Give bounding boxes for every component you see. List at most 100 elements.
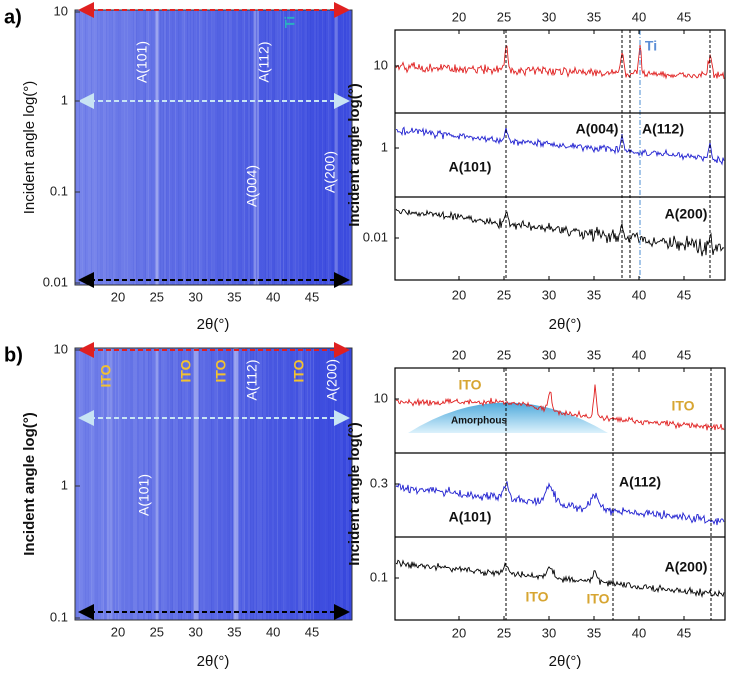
- x-tick-label: 40: [632, 625, 646, 640]
- y-tick-label: 1: [61, 477, 68, 492]
- x-tick-label: 25: [497, 9, 511, 24]
- diffraction-stripe: [107, 348, 113, 620]
- heatmap: [75, 10, 352, 285]
- panel-label: a): [4, 6, 22, 28]
- x-tick-label: 40: [266, 624, 280, 639]
- x-axis-label: 2θ(°): [549, 316, 582, 333]
- diffraction-stripe: [257, 10, 259, 285]
- spectrum-trace: [395, 559, 725, 598]
- y-axis-label: Incident angle log(°): [21, 412, 38, 556]
- x-tick-label: 45: [677, 9, 691, 24]
- peak-annotation: A(112): [244, 360, 260, 401]
- peak-annotation: A(200): [665, 206, 708, 222]
- x-tick-label: 20: [452, 287, 466, 302]
- peak-annotation: A(112): [642, 121, 684, 137]
- x-tick-label: 45: [677, 287, 691, 302]
- x-tick-label: 35: [227, 624, 241, 639]
- x-tick-label: 45: [305, 289, 319, 304]
- x-tick-label: 35: [587, 347, 601, 362]
- peak-annotation: Amorphous: [451, 416, 508, 427]
- x-tick-label: 25: [150, 624, 164, 639]
- peak-annotation: A(101): [136, 474, 152, 516]
- spectrum-trace: [395, 44, 725, 80]
- x-tick-label: 35: [587, 287, 601, 302]
- y-tick-label: 0.3: [370, 475, 388, 490]
- peak-annotation: ITO: [178, 359, 194, 382]
- spectrum-trace: [395, 208, 725, 257]
- y-tick-label: 10: [54, 3, 68, 18]
- peak-annotation: A(101): [449, 159, 492, 175]
- panel-label: b): [4, 344, 23, 366]
- x-axis-label: 2θ(°): [197, 653, 230, 670]
- peak-annotation: ITO: [671, 398, 694, 414]
- x-tick-label: 20: [111, 624, 125, 639]
- peak-annotation: ITO: [213, 359, 229, 382]
- diffraction-stripe: [155, 348, 159, 620]
- peak-annotation: A(004): [244, 165, 260, 207]
- spectrum-trace: [395, 126, 725, 166]
- y-tick-label: 0.1: [370, 569, 388, 584]
- spectrum-trace: [395, 384, 725, 431]
- y-tick-label: 0.01: [43, 274, 68, 289]
- x-tick-label: 30: [542, 287, 556, 302]
- diffraction-stripe: [193, 348, 199, 620]
- peak-annotation: Ti: [645, 38, 657, 54]
- x-tick-label: 20: [452, 9, 466, 24]
- peak-annotation: ITO: [291, 359, 307, 382]
- y-axis-label: Incident angle log(°): [346, 83, 363, 227]
- x-tick-label: 25: [497, 347, 511, 362]
- x-tick-label: 45: [677, 625, 691, 640]
- heatmap: [75, 348, 352, 620]
- x-tick-label: 30: [542, 625, 556, 640]
- x-tick-label: 40: [266, 289, 280, 304]
- x-tick-label: 35: [587, 9, 601, 24]
- x-axis-label: 2θ(°): [197, 316, 230, 333]
- y-tick-label: 0.1: [50, 183, 68, 198]
- peak-annotation: ITO: [586, 591, 609, 607]
- x-tick-label: 30: [188, 624, 202, 639]
- x-tick-label: 20: [111, 289, 125, 304]
- diffraction-stripe: [334, 10, 338, 285]
- peak-annotation: A(004): [576, 121, 619, 137]
- x-tick-label: 30: [542, 347, 556, 362]
- x-tick-label: 20: [452, 625, 466, 640]
- x-tick-label: 35: [587, 625, 601, 640]
- peak-annotation: A(101): [134, 41, 150, 83]
- peak-annotation: A(112): [619, 474, 661, 490]
- y-tick-label: 10: [374, 390, 388, 405]
- x-tick-label: 40: [632, 9, 646, 24]
- y-axis-label: Incident angle log(°): [21, 81, 38, 215]
- diffraction-stripe: [298, 348, 302, 620]
- spectra-frame: [394, 367, 726, 621]
- spectrum-trace: [395, 481, 725, 526]
- peak-annotation: A(200): [665, 559, 708, 575]
- x-tick-label: 40: [632, 347, 646, 362]
- x-tick-label: 20: [452, 347, 466, 362]
- peak-annotation: A(101): [449, 509, 492, 525]
- y-tick-label: 0.01: [363, 229, 388, 244]
- peak-annotation: ITO: [98, 364, 114, 387]
- x-tick-label: 25: [497, 625, 511, 640]
- y-axis-label: Incident angle log(°): [346, 422, 363, 566]
- x-axis-label: 2θ(°): [549, 653, 582, 670]
- peak-annotation: A(200): [324, 359, 340, 401]
- x-tick-label: 30: [542, 9, 556, 24]
- y-tick-label: 0.1: [50, 609, 68, 624]
- diffraction-stripe: [253, 10, 257, 285]
- y-tick-label: 1: [381, 139, 388, 154]
- x-tick-label: 40: [632, 287, 646, 302]
- peak-annotation: A(112): [256, 42, 272, 83]
- diffraction-stripe: [233, 348, 239, 620]
- y-tick-label: 1: [61, 92, 68, 107]
- x-tick-label: 25: [497, 287, 511, 302]
- x-tick-label: 45: [305, 624, 319, 639]
- diffraction-stripe: [155, 10, 159, 285]
- peak-annotation: Ti: [282, 16, 298, 28]
- x-tick-label: 25: [150, 289, 164, 304]
- amorphous-hump: [408, 402, 608, 433]
- peak-annotation: ITO: [458, 377, 481, 393]
- x-tick-label: 30: [188, 289, 202, 304]
- y-tick-label: 10: [374, 57, 388, 72]
- peak-annotation: ITO: [525, 589, 548, 605]
